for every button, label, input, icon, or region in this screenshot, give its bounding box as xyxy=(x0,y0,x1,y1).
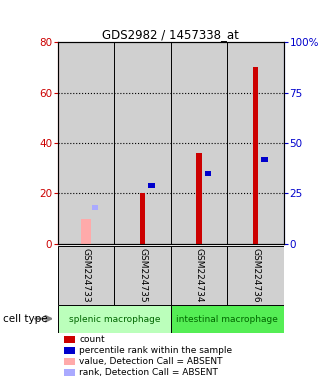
Title: GDS2982 / 1457338_at: GDS2982 / 1457338_at xyxy=(102,28,239,41)
Text: percentile rank within the sample: percentile rank within the sample xyxy=(79,346,232,355)
Bar xyxy=(196,153,202,244)
Bar xyxy=(171,42,227,244)
Bar xyxy=(114,42,171,244)
Text: count: count xyxy=(79,335,105,344)
Bar xyxy=(253,68,258,244)
Bar xyxy=(114,246,171,305)
Bar xyxy=(171,246,227,305)
Bar xyxy=(205,171,212,176)
Text: GSM224736: GSM224736 xyxy=(251,248,260,303)
Text: value, Detection Call = ABSENT: value, Detection Call = ABSENT xyxy=(79,357,223,366)
Text: GSM224734: GSM224734 xyxy=(194,248,204,303)
Text: rank, Detection Call = ABSENT: rank, Detection Call = ABSENT xyxy=(79,368,218,377)
Bar xyxy=(171,305,284,333)
Text: splenic macrophage: splenic macrophage xyxy=(69,314,160,324)
Text: GSM224735: GSM224735 xyxy=(138,248,147,303)
Bar xyxy=(81,218,91,244)
Bar xyxy=(92,205,98,210)
Bar xyxy=(227,246,284,305)
Bar xyxy=(58,42,114,244)
Bar xyxy=(227,42,284,244)
Bar xyxy=(58,305,171,333)
Bar xyxy=(58,246,114,305)
Text: GSM224733: GSM224733 xyxy=(82,248,90,303)
Text: cell type: cell type xyxy=(3,314,48,324)
Text: intestinal macrophage: intestinal macrophage xyxy=(176,314,278,324)
Bar xyxy=(140,194,145,244)
Bar xyxy=(261,157,268,162)
Bar xyxy=(148,183,155,188)
